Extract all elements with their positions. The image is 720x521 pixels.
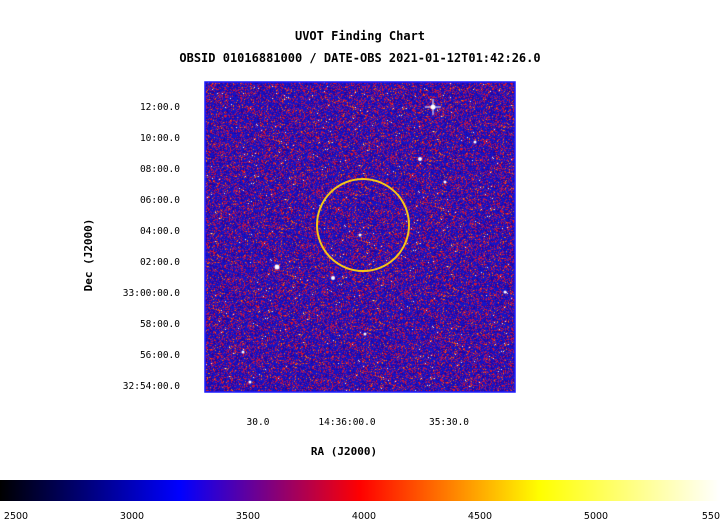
chart-subtitle: OBSID 01016881000 / DATE-OBS 2021-01-12T… <box>179 51 541 65</box>
y-tick-label: 12:00.0 <box>140 102 180 113</box>
colorbar-tick-label: 4500 <box>468 511 492 521</box>
colorbar <box>0 480 720 501</box>
y-tick-label: 33:00:00.0 <box>123 288 180 299</box>
colorbar-tick-label: 3000 <box>120 511 144 521</box>
y-axis-label: Dec (J2000) <box>82 219 95 292</box>
source-region-circle <box>316 178 410 272</box>
image-frame <box>204 81 516 393</box>
x-tick-label: 14:36:00.0 <box>318 417 375 428</box>
y-tick-labels: 12:00.0 10:00.0 08:00.0 06:00.0 04:00.0 02:00… <box>123 102 180 392</box>
colorbar-tick-label: 4000 <box>352 511 376 521</box>
y-tick-label: 56:00.0 <box>140 350 180 361</box>
y-tick-label: 32:54:00.0 <box>123 381 180 392</box>
y-tick-label: 06:00.0 <box>140 195 180 206</box>
x-axis-label: RA (J2000) <box>311 445 377 458</box>
colorbar-tick-label: 5000 <box>584 511 608 521</box>
y-tick-label: 08:00.0 <box>140 164 180 175</box>
y-tick-label: 02:00.0 <box>140 257 180 268</box>
y-tick-label: 04:00.0 <box>140 226 180 237</box>
colorbar-tick-label: 3500 <box>236 511 260 521</box>
x-tick-labels: 30.0 14:36:00.0 35:30.0 <box>247 417 470 428</box>
colorbar-tick-label: 2500 <box>4 511 28 521</box>
chart-title: UVOT Finding Chart <box>294 29 426 43</box>
y-tick-label: 58:00.0 <box>140 319 180 330</box>
image-area <box>205 82 515 392</box>
colorbar-tick-label: 550 <box>702 511 720 521</box>
sky-image <box>205 82 515 392</box>
colorbar-tick-labels: 2500 3000 3500 4000 4500 5000 550 <box>4 511 720 521</box>
x-tick-label: 35:30.0 <box>429 417 469 428</box>
y-tick-label: 10:00.0 <box>140 133 180 144</box>
x-tick-label: 30.0 <box>247 417 270 428</box>
